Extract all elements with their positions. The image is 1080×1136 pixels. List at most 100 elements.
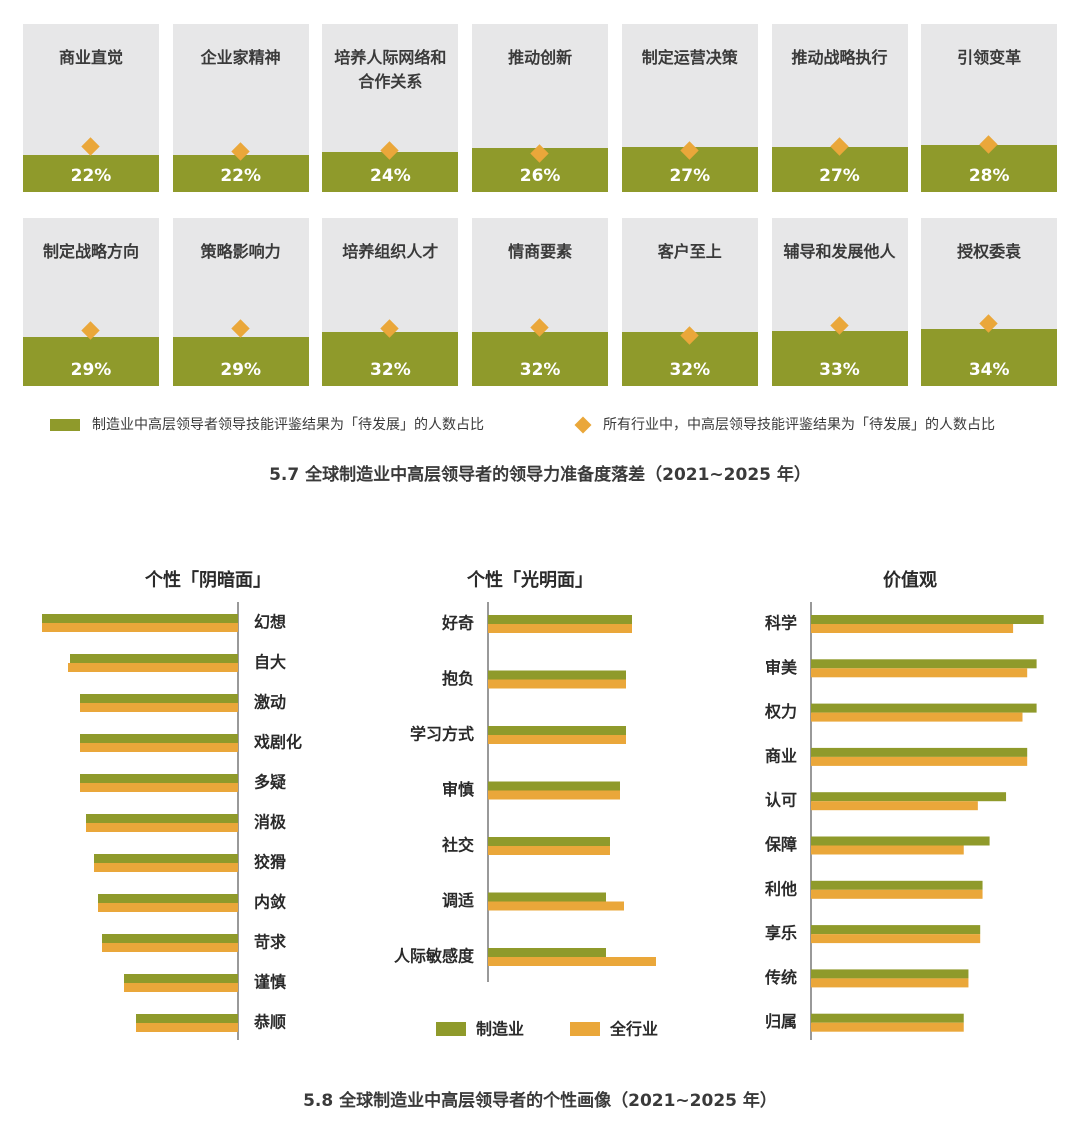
bar-manufacturing bbox=[102, 934, 238, 943]
bar-all-industries bbox=[102, 943, 238, 952]
skill-tile: 培养组织人才 32% bbox=[322, 218, 459, 386]
bar-all-industries bbox=[488, 790, 620, 800]
legend-label-manufacturing: 制造业 bbox=[476, 1020, 524, 1039]
category-label: 审美 bbox=[765, 658, 798, 677]
legend-swatch-manufacturing bbox=[436, 1022, 466, 1036]
category-label: 科学 bbox=[765, 614, 797, 633]
caption-5-8: 5.8 全球制造业中高层领导者的个性画像（2021~2025 年） bbox=[303, 1091, 777, 1111]
bar-all-industries bbox=[68, 663, 238, 672]
bar-manufacturing bbox=[488, 781, 620, 791]
bar-all-industries bbox=[488, 901, 624, 911]
skill-tile: 授权委袁 34% bbox=[921, 218, 1058, 386]
bar-manufacturing bbox=[136, 1014, 238, 1023]
skill-tile: 制定战略方向 29% bbox=[23, 218, 159, 386]
bar-manufacturing bbox=[98, 894, 238, 903]
skill-tile: 培养人际网络和 合作关系 24% bbox=[322, 24, 459, 192]
panel-title-bright-side: 个性「光明面」 bbox=[467, 570, 593, 591]
bar-manufacturing bbox=[94, 854, 238, 863]
skill-tile-label: 授权委袁 bbox=[957, 242, 1022, 261]
legend-item-manufacturing: 制造业中高层领导者领导技能评鉴结果为「待发展」的人数占比 bbox=[50, 416, 484, 434]
manufacturing-share-bar bbox=[23, 155, 159, 192]
share-value-label: 29% bbox=[220, 360, 262, 380]
skill-tile: 商业直觉 22% bbox=[23, 24, 159, 192]
manufacturing-share-bar bbox=[322, 332, 459, 386]
category-label: 权力 bbox=[764, 702, 797, 721]
skill-tile: 企业家精神 22% bbox=[172, 24, 309, 192]
skill-tile-label: 培养组织人才 bbox=[342, 242, 439, 261]
bar-all-industries bbox=[811, 934, 981, 944]
share-value-label: 28% bbox=[968, 166, 1010, 186]
bar-manufacturing bbox=[811, 659, 1037, 669]
legend-label: 制造业中高层领导者领导技能评鉴结果为「待发展」的人数占比 bbox=[92, 417, 484, 433]
share-value-label: 27% bbox=[819, 166, 860, 186]
all-industries-marker bbox=[230, 319, 250, 339]
legend-swatch-diamond bbox=[574, 416, 592, 434]
share-value-label: 22% bbox=[70, 166, 112, 186]
bar-all-industries bbox=[811, 624, 1014, 633]
share-value-label: 29% bbox=[70, 360, 112, 380]
bar-manufacturing bbox=[811, 1013, 964, 1023]
bar-all-industries bbox=[124, 983, 238, 992]
bar-all-industries bbox=[811, 756, 1028, 766]
share-value-label: 34% bbox=[968, 360, 1010, 380]
readiness-tiles: 商业直觉 22% 企业家精神 22% 培养人际网络和 合作关系 24% 推动创新 26% 制定运… bbox=[0, 0, 1080, 400]
bar-all-industries bbox=[811, 801, 978, 811]
bar-manufacturing bbox=[488, 892, 606, 902]
category-label: 审慎 bbox=[442, 780, 474, 799]
bar-all-industries bbox=[811, 889, 983, 899]
skill-tile-label: 企业家精神 bbox=[200, 48, 281, 67]
category-label: 自大 bbox=[254, 653, 286, 672]
skill-tile-label: 情商要素 bbox=[508, 242, 573, 261]
skill-tile: 辅导和发展他人 33% bbox=[771, 218, 908, 386]
category-label: 传统 bbox=[764, 968, 797, 987]
skill-tile: 情商要素 32% bbox=[472, 218, 609, 386]
category-label: 幻想 bbox=[254, 613, 286, 632]
bar-all-industries bbox=[811, 978, 969, 988]
legend-label-all-industries: 全行业 bbox=[609, 1020, 658, 1039]
category-label: 保障 bbox=[764, 835, 797, 854]
bar-all-industries bbox=[811, 845, 964, 855]
bar-manufacturing bbox=[80, 774, 238, 783]
category-label: 苛求 bbox=[254, 933, 287, 952]
manufacturing-share-bar bbox=[172, 337, 309, 386]
panel-title-dark-side: 个性「阴暗面」 bbox=[145, 570, 271, 591]
bar-all-industries bbox=[98, 903, 238, 912]
share-value-label: 22% bbox=[220, 166, 262, 186]
manufacturing-share-bar bbox=[172, 155, 309, 192]
bar-all-industries bbox=[42, 623, 238, 632]
bar-all-industries bbox=[488, 624, 632, 633]
legend-label: 所有行业中，中高层领导技能评鉴结果为「待发展」的人数占比 bbox=[603, 417, 995, 433]
share-value-label: 27% bbox=[669, 166, 711, 186]
share-value-label: 32% bbox=[669, 360, 711, 380]
bar-manufacturing bbox=[488, 948, 606, 957]
category-label: 享乐 bbox=[765, 924, 797, 943]
bar-all-industries bbox=[488, 735, 626, 744]
bar-all-industries bbox=[811, 712, 1023, 722]
bar-manufacturing bbox=[80, 694, 238, 703]
bar-all-industries bbox=[488, 846, 610, 855]
share-value-label: 32% bbox=[519, 360, 561, 380]
bar-manufacturing bbox=[86, 814, 238, 823]
category-label: 谨慎 bbox=[254, 973, 286, 992]
skill-tile: 引领变革 28% bbox=[921, 24, 1058, 192]
bar-all-industries bbox=[488, 957, 656, 966]
manufacturing-share-bar bbox=[921, 328, 1058, 386]
skill-tile-label: 推动创新 bbox=[508, 48, 573, 67]
category-label: 多疑 bbox=[254, 773, 286, 792]
bar-manufacturing bbox=[488, 837, 610, 846]
share-value-label: 33% bbox=[819, 360, 860, 380]
legend-item-all-industries: 所有行业中，中高层领导技能评鉴结果为「待发展」的人数占比 bbox=[574, 416, 995, 434]
bar-manufacturing bbox=[70, 654, 238, 663]
bar-manufacturing bbox=[488, 670, 626, 680]
bar-manufacturing bbox=[124, 974, 238, 983]
skill-tile: 客户至上 32% bbox=[621, 218, 758, 386]
bar-manufacturing bbox=[811, 925, 981, 935]
category-label: 戏剧化 bbox=[253, 733, 302, 752]
category-label: 归属 bbox=[765, 1012, 797, 1031]
skill-tile-label: 辅导和发展他人 bbox=[783, 242, 896, 261]
bar-manufacturing bbox=[811, 703, 1037, 713]
category-label: 调适 bbox=[442, 891, 474, 910]
skill-tile-label: 客户至上 bbox=[657, 242, 722, 261]
skill-tile-label: 培养人际网络和 合作关系 bbox=[334, 48, 447, 91]
